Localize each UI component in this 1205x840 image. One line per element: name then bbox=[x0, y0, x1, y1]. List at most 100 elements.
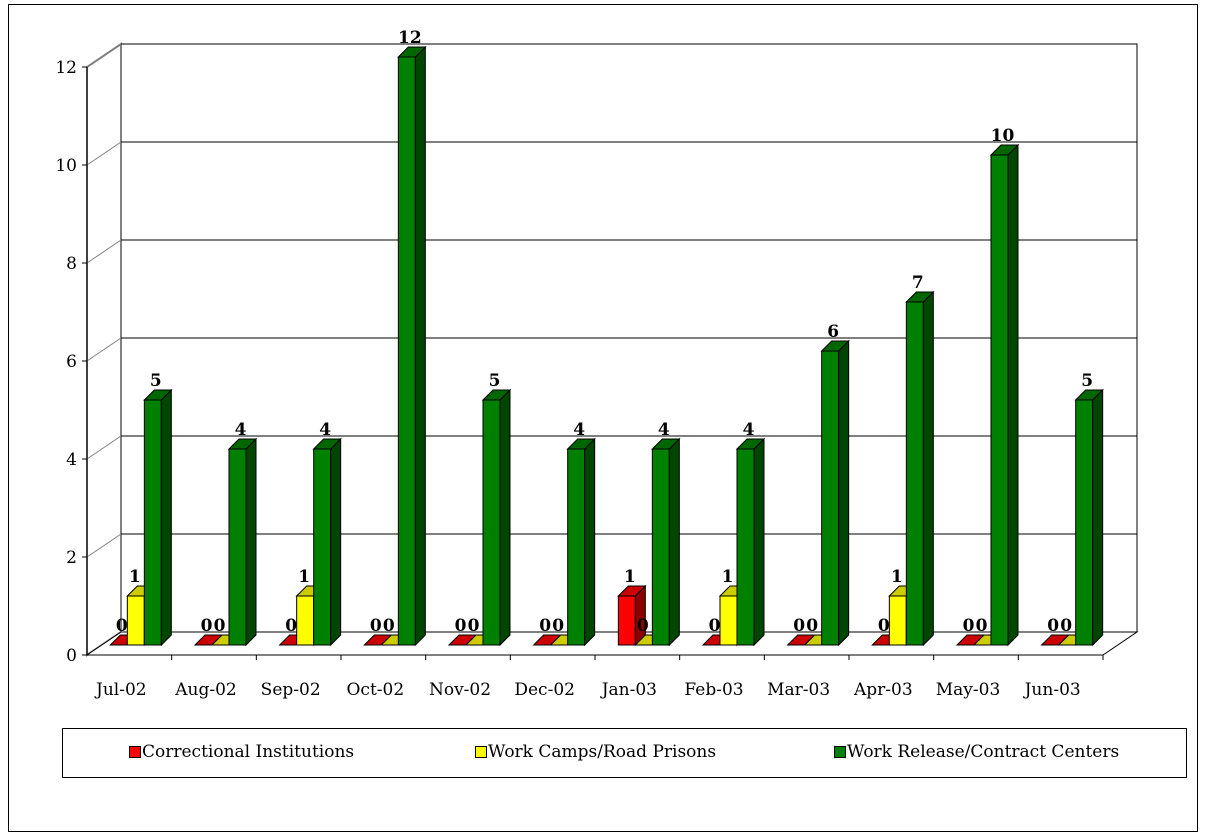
data-label: 7 bbox=[912, 273, 924, 293]
y-tick-label: 2 bbox=[66, 548, 77, 568]
bar-top bbox=[143, 389, 173, 401]
data-label: 0 bbox=[637, 616, 649, 636]
bar-top bbox=[617, 585, 647, 597]
x-tick-label: Nov-02 bbox=[429, 680, 491, 700]
data-label: 0 bbox=[806, 616, 818, 636]
data-label: 1 bbox=[722, 567, 734, 587]
data-label: 1 bbox=[891, 567, 903, 587]
data-label: 4 bbox=[235, 420, 247, 440]
bar-work-release bbox=[651, 448, 670, 646]
bar-work-camps bbox=[719, 595, 738, 646]
x-tick-label: Aug-02 bbox=[174, 680, 236, 700]
bar-top bbox=[481, 389, 512, 401]
legend: Correctional Institutions Work Camps/Roa… bbox=[62, 728, 1187, 778]
bar-top bbox=[1074, 389, 1104, 401]
y-tick-label: 6 bbox=[66, 352, 77, 372]
gridline-side bbox=[86, 43, 122, 68]
legend-swatch-yellow bbox=[475, 746, 487, 758]
legend-item-work-camps: Work Camps/Road Prisons bbox=[475, 742, 716, 762]
bar-top bbox=[820, 340, 850, 352]
bar-side bbox=[753, 437, 765, 647]
bar-side bbox=[1007, 143, 1019, 647]
bar-work-release bbox=[1075, 399, 1094, 646]
x-tick-label: Oct-02 bbox=[346, 680, 404, 700]
bar-work-release bbox=[990, 154, 1009, 646]
bar-correctional bbox=[617, 595, 636, 646]
data-label: 0 bbox=[468, 616, 480, 636]
bar-work-release bbox=[736, 448, 755, 646]
data-label: 5 bbox=[1081, 371, 1093, 391]
bar-work-camps bbox=[888, 595, 907, 646]
data-label: 5 bbox=[489, 371, 501, 391]
data-label: 6 bbox=[827, 322, 839, 342]
bar-work-camps bbox=[296, 595, 315, 646]
data-label: 0 bbox=[963, 616, 975, 636]
data-label: 0 bbox=[552, 616, 564, 636]
data-label: 4 bbox=[743, 420, 755, 440]
bar-work-release bbox=[313, 448, 332, 646]
x-tick-label: Apr-03 bbox=[853, 680, 913, 700]
data-label: 0 bbox=[116, 616, 128, 636]
bar-side bbox=[160, 388, 172, 647]
data-label: 4 bbox=[319, 420, 331, 440]
bar-side bbox=[245, 437, 257, 647]
bar-side bbox=[1092, 388, 1104, 647]
data-label: 1 bbox=[624, 567, 636, 587]
bar-side bbox=[499, 388, 511, 647]
bar-top bbox=[227, 438, 258, 450]
data-label: 5 bbox=[150, 371, 162, 391]
y-tick-label: 12 bbox=[55, 58, 77, 78]
x-tick-label: Jul-02 bbox=[94, 680, 147, 700]
y-tick-label: 0 bbox=[66, 646, 77, 666]
data-label: 4 bbox=[658, 420, 670, 440]
bar-top bbox=[566, 438, 596, 450]
legend-label: Correctional Institutions bbox=[142, 742, 355, 762]
data-label: 1 bbox=[129, 567, 141, 587]
data-label: 10 bbox=[991, 126, 1015, 146]
gridline-side bbox=[86, 435, 122, 460]
bar-work-release bbox=[567, 448, 586, 646]
data-label: 0 bbox=[1060, 616, 1072, 636]
x-tick-label: May-03 bbox=[936, 680, 1001, 700]
data-label: 0 bbox=[976, 616, 988, 636]
x-tick-label: Jun-03 bbox=[1023, 680, 1081, 700]
bar-work-release bbox=[482, 399, 501, 646]
bar-work-camps bbox=[126, 595, 145, 646]
chart-frame bbox=[8, 4, 1198, 832]
x-tick-label: Sep-02 bbox=[261, 680, 321, 700]
gridline-side bbox=[86, 239, 122, 264]
bar-top bbox=[312, 438, 342, 450]
data-label: 0 bbox=[709, 616, 721, 636]
data-label: 0 bbox=[455, 616, 467, 636]
data-label: 4 bbox=[573, 420, 585, 440]
gridline-side bbox=[86, 337, 122, 362]
data-label: 0 bbox=[793, 616, 805, 636]
legend-item-correctional-institutions: Correctional Institutions bbox=[129, 742, 354, 762]
x-tick-label: Jan-03 bbox=[600, 680, 657, 700]
bar-side bbox=[668, 437, 680, 647]
data-label: 0 bbox=[285, 616, 297, 636]
data-label: 0 bbox=[370, 616, 382, 636]
legend-swatch-red bbox=[129, 746, 141, 758]
data-label: 0 bbox=[214, 616, 226, 636]
data-label: 0 bbox=[878, 616, 890, 636]
bar-side bbox=[414, 45, 426, 647]
data-label: 1 bbox=[298, 567, 310, 587]
legend-label: Work Camps/Road Prisons bbox=[488, 742, 717, 762]
legend-label: Work Release/Contract Centers bbox=[847, 742, 1120, 762]
bar-side bbox=[330, 437, 342, 647]
x-tick-label: Dec-02 bbox=[514, 680, 575, 700]
bar-top bbox=[905, 291, 935, 303]
data-label: 0 bbox=[539, 616, 551, 636]
y-tick-label: 4 bbox=[66, 450, 77, 470]
x-tick-label: Feb-03 bbox=[684, 680, 743, 700]
bar-work-release bbox=[143, 399, 162, 646]
data-label: 0 bbox=[383, 616, 395, 636]
data-label: 0 bbox=[1047, 616, 1059, 636]
bar-top bbox=[397, 46, 427, 58]
legend-swatch-green bbox=[834, 746, 846, 758]
legend-item-work-release: Work Release/Contract Centers bbox=[834, 742, 1119, 762]
bar-work-release bbox=[905, 301, 924, 646]
data-label: 12 bbox=[398, 28, 422, 48]
